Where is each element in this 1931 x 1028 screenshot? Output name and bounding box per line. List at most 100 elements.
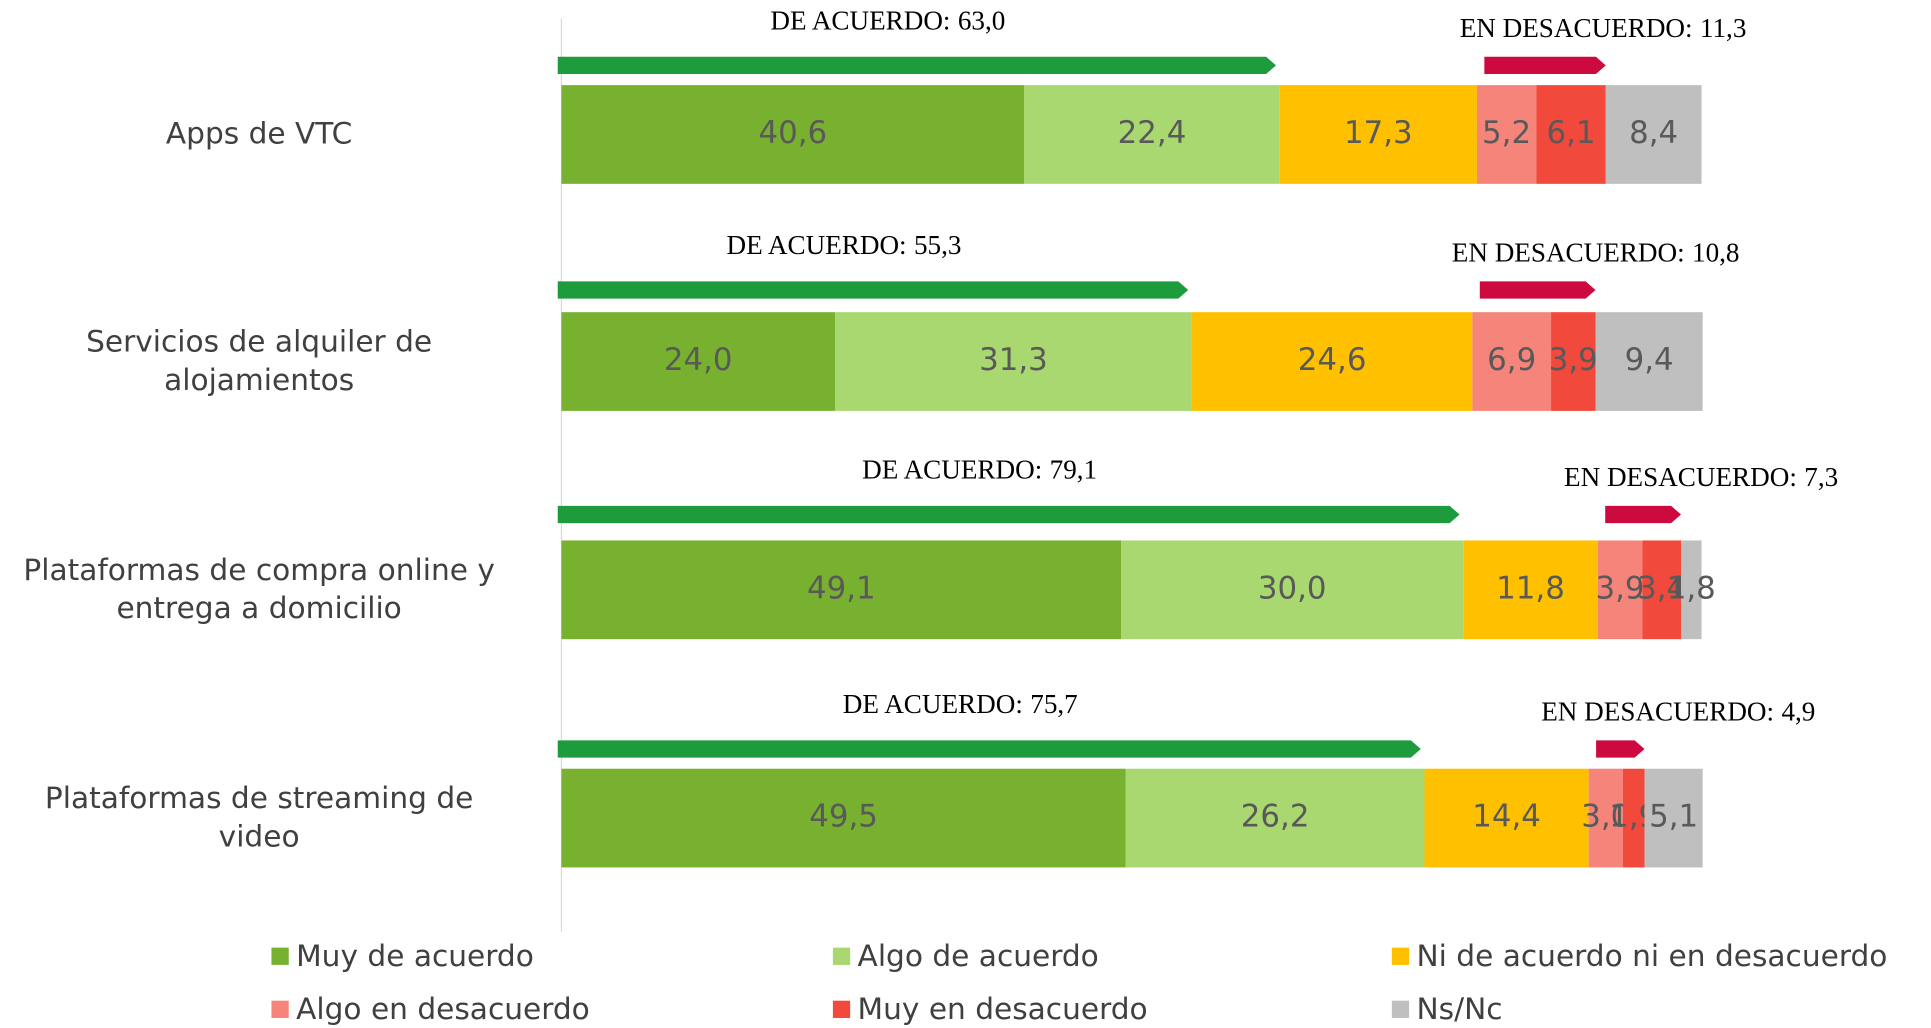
disagree-annotation-label: EN DESACUERDO:	[1460, 13, 1693, 43]
bar-segment	[561, 85, 1025, 184]
legend-label: Muy en desacuerdo	[857, 992, 1148, 1027]
bar-segment	[1125, 768, 1425, 868]
agree-arrow	[557, 281, 1189, 299]
legend-item: Ns/Nc	[1391, 992, 1503, 1027]
bar-segment	[1644, 768, 1703, 868]
bar-segment	[1424, 768, 1589, 868]
agree-annotation-label: DE ACUERDO:	[843, 689, 1023, 719]
value-label: 49,1	[807, 570, 876, 606]
bar-segment	[1642, 540, 1682, 640]
disagree-annotation: EN DESACUERDO: 10,8	[1452, 238, 1740, 268]
agree-annotation-value: 55,3	[914, 230, 961, 260]
value-label: 8,4	[1629, 115, 1678, 151]
agree-annotation: DE ACUERDO: 75,7	[843, 689, 1078, 719]
agree-annotation: DE ACUERDO: 55,3	[726, 230, 961, 260]
legend-label: Ns/Nc	[1416, 992, 1503, 1027]
disagree-annotation-label: EN DESACUERDO:	[1541, 697, 1774, 727]
bar-segment	[561, 312, 836, 411]
disagree-arrow	[1484, 56, 1606, 75]
legend-swatch	[1391, 947, 1410, 965]
disagree-annotation: EN DESACUERDO: 4,9	[1541, 697, 1815, 727]
bar-segment	[1476, 85, 1537, 184]
legend-item: Muy en desacuerdo	[832, 992, 1148, 1027]
legend-item: Algo de acuerdo	[832, 938, 1099, 974]
bar-segment	[1588, 768, 1623, 868]
category-label: Plataformas de streaming de video	[44, 781, 474, 854]
value-label: 26,2	[1241, 799, 1310, 835]
legend-label: Algo de acuerdo	[857, 938, 1099, 974]
bar-segment	[1121, 540, 1464, 640]
agree-arrow	[557, 56, 1277, 75]
disagree-annotation-value: 10,8	[1692, 238, 1739, 268]
bar-segment	[1463, 540, 1598, 640]
legend-swatch	[271, 1000, 289, 1018]
disagree-arrow	[1479, 281, 1596, 299]
legend-item: Algo en desacuerdo	[271, 992, 590, 1027]
value-label: 3,0	[1581, 799, 1630, 835]
agree-annotation-value: 75,7	[1030, 689, 1077, 719]
legend-swatch	[271, 947, 289, 965]
bar-segment	[561, 768, 1126, 868]
bar-segment	[1597, 540, 1643, 640]
bar-segment	[835, 312, 1192, 411]
disagree-annotation-label: EN DESACUERDO:	[1452, 238, 1685, 268]
value-label: 5,2	[1482, 115, 1531, 151]
disagree-arrow	[1605, 505, 1682, 524]
agree-annotation-value: 79,1	[1050, 455, 1097, 485]
value-label: 49,5	[809, 799, 878, 835]
value-label: 31,3	[979, 342, 1048, 378]
bar-segment	[1536, 85, 1606, 184]
bar-segment	[1681, 540, 1702, 640]
agree-annotation: DE ACUERDO: 63,0	[770, 6, 1005, 36]
disagree-annotation: EN DESACUERDO: 7,3	[1564, 462, 1838, 492]
value-label: 3,9	[1549, 342, 1598, 378]
bar-segment	[561, 540, 1122, 640]
value-label: 24,6	[1298, 342, 1367, 378]
legend-swatch	[1391, 1000, 1410, 1018]
value-label: 3,9	[1596, 570, 1645, 606]
legend-swatch	[832, 947, 851, 965]
legend-item: Ni de acuerdo ni en desacuerdo	[1391, 938, 1888, 974]
legend-item: Muy de acuerdo	[271, 938, 534, 974]
value-label: 5,1	[1649, 799, 1698, 835]
agree-annotation-value: 63,0	[958, 6, 1005, 36]
category-label: Apps de VTC	[165, 116, 353, 152]
value-label: 17,3	[1344, 115, 1413, 151]
value-label: 9,4	[1625, 342, 1674, 378]
bar-segment	[1191, 312, 1473, 411]
value-label: 40,6	[759, 115, 828, 151]
legend-label: Algo en desacuerdo	[296, 992, 590, 1027]
value-label: 22,4	[1118, 115, 1187, 151]
legend-swatch	[832, 1000, 851, 1018]
value-label: 24,0	[664, 342, 733, 378]
value-label: 3,4	[1637, 570, 1686, 606]
bar-segment	[1622, 768, 1645, 868]
legend-label: Ni de acuerdo ni en desacuerdo	[1416, 938, 1888, 974]
value-label: 30,0	[1258, 570, 1327, 606]
agree-arrow	[557, 505, 1460, 524]
disagree-annotation-value: 11,3	[1700, 13, 1746, 43]
value-label: 6,9	[1487, 342, 1536, 378]
agree-annotation-label: DE ACUERDO:	[726, 230, 906, 260]
bar-segment	[1551, 312, 1596, 411]
bar-segment	[1472, 312, 1552, 411]
disagree-annotation-value: 4,9	[1781, 697, 1815, 727]
disagree-annotation-label: EN DESACUERDO:	[1564, 462, 1797, 492]
agree-arrow	[557, 740, 1421, 758]
category-label: Servicios de alquiler de alojamientos	[86, 324, 433, 398]
agree-annotation-label: DE ACUERDO:	[770, 6, 950, 36]
agree-annotation: DE ACUERDO: 79,1	[862, 455, 1097, 485]
value-label: 11,8	[1496, 570, 1565, 606]
bar-segment	[1605, 85, 1702, 184]
disagree-annotation-value: 7,3	[1804, 462, 1838, 492]
value-label: 6,1	[1546, 115, 1595, 151]
bar-segment	[1279, 85, 1477, 184]
disagree-annotation: EN DESACUERDO: 11,3	[1460, 13, 1747, 43]
value-label: 1,8	[1667, 570, 1716, 606]
category-label: Plataformas de compra online y entrega a…	[23, 552, 495, 626]
legend-label: Muy de acuerdo	[296, 938, 534, 974]
bar-segment	[1595, 312, 1703, 411]
